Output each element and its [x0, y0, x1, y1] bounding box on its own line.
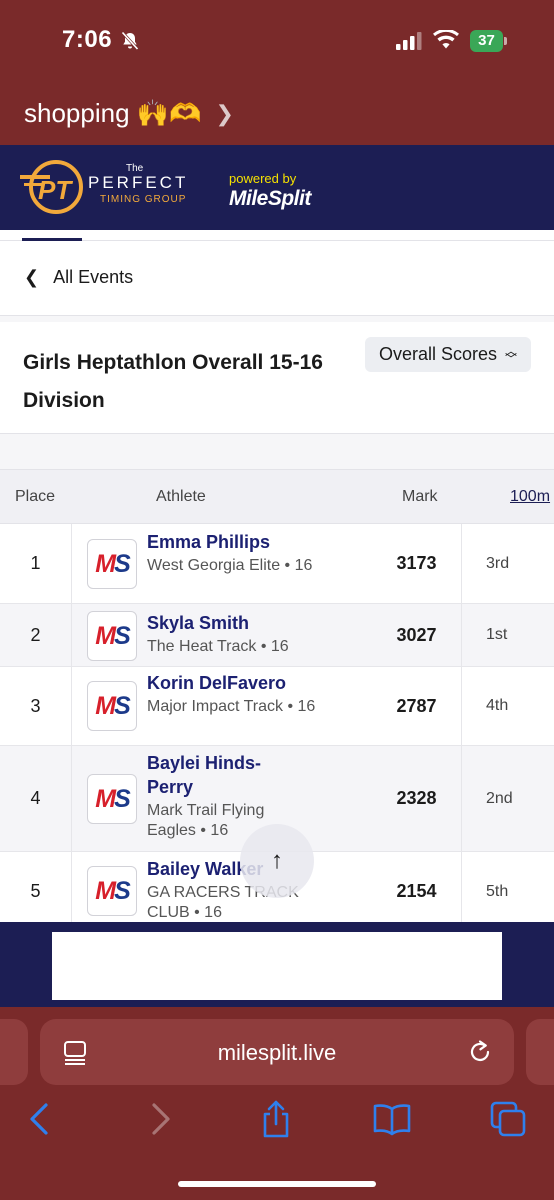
- powered-by-text: powered by: [229, 171, 297, 186]
- header-banner: PT The PERFECT TIMING GROUP powered by M…: [0, 145, 554, 230]
- logo-perfect-text: PERFECT: [88, 173, 189, 192]
- row-place: 4: [0, 746, 72, 851]
- header-mark: Mark: [402, 488, 438, 505]
- status-time: 7:06: [62, 26, 113, 53]
- row-place: 3: [0, 667, 72, 745]
- score-type-value: Overall Scores: [378, 344, 498, 364]
- back-to-app-label: shopping 🙌🫶: [24, 98, 202, 128]
- chevron-left-icon: ❮: [24, 267, 40, 287]
- svg-text:PT: PT: [38, 175, 73, 205]
- event-title: Girls Heptathlon Overall 15-16 Division: [23, 351, 323, 412]
- address-bar[interactable]: milesplit.live: [40, 1019, 514, 1085]
- up-down-chevron-icon: ︿ ﹀: [505, 343, 518, 366]
- all-events-link[interactable]: ❮ All Events: [24, 267, 133, 288]
- wifi-icon: [433, 30, 459, 49]
- perfect-timing-logo-icon: PT: [20, 160, 83, 214]
- active-tab-indicator: [22, 238, 82, 241]
- row-mark: 2154: [372, 852, 462, 922]
- athlete-team: The Heat Track • 16: [147, 638, 289, 655]
- back-arrow-icon[interactable]: [20, 1099, 60, 1139]
- logo-the-text: The: [126, 163, 144, 174]
- athlete-name-link[interactable]: Bailey Walker: [147, 859, 264, 879]
- forward-arrow-icon[interactable]: [140, 1099, 180, 1139]
- battery-level: 37: [470, 30, 503, 52]
- results-content: ❮ All Events Girls Heptathlon Overall 15…: [0, 230, 554, 922]
- next-tab-preview[interactable]: [526, 1019, 554, 1085]
- all-events-label: All Events: [53, 267, 134, 287]
- row-100m-place: 5th: [486, 882, 509, 900]
- page-menu-icon[interactable]: [62, 1039, 88, 1065]
- ad-slot[interactable]: [52, 932, 502, 1000]
- back-to-app-link[interactable]: shopping 🙌🫶 ❯: [24, 98, 234, 129]
- share-icon[interactable]: [256, 1099, 296, 1139]
- header-place: Place: [15, 488, 56, 505]
- row-place: 2: [0, 604, 72, 666]
- status-bar: 7:06 37: [0, 0, 554, 80]
- tabs-icon[interactable]: [488, 1099, 528, 1139]
- home-indicator[interactable]: [178, 1181, 376, 1187]
- footer-ad-band: [0, 922, 554, 1007]
- reload-icon[interactable]: [466, 1038, 494, 1066]
- athlete-name-link[interactable]: Korin DelFavero: [147, 673, 287, 693]
- row-mark: 2328: [372, 746, 462, 851]
- row-mark: 3027: [372, 604, 462, 666]
- athlete-name-link[interactable]: Emma Phillips: [147, 532, 271, 552]
- url-text: milesplit.live: [217, 1040, 337, 1065]
- row-place: 1: [0, 524, 72, 603]
- table-header: Place Athlete Mark 100m: [0, 469, 554, 524]
- athlete-team: Mark Trail Flying Eagles • 16: [147, 802, 265, 839]
- scroll-to-top-button[interactable]: ↑: [240, 824, 314, 898]
- score-type-select[interactable]: Overall Scores ︿ ﹀: [365, 337, 531, 372]
- header-athlete: Athlete: [156, 488, 206, 505]
- bell-muted-icon: [121, 31, 139, 51]
- chevron-right-icon: ❯: [215, 100, 234, 126]
- row-100m-place: 4th: [486, 697, 509, 714]
- row-100m-place: 3rd: [486, 554, 510, 572]
- navigation-card: ❮ All Events: [0, 241, 554, 316]
- athlete-name-link[interactable]: Baylei Hinds-Perry: [147, 753, 262, 797]
- battery-icon: 37: [470, 30, 508, 52]
- athlete-name-link[interactable]: Skyla Smith: [147, 613, 250, 633]
- athlete-team: Major Impact Track • 16: [147, 698, 316, 715]
- header-100m-link[interactable]: 100m: [510, 488, 551, 505]
- milesplit-logo-text: MileSplit: [229, 187, 311, 210]
- previous-tab-preview[interactable]: [0, 1019, 28, 1085]
- row-100m-place: 1st: [486, 626, 508, 643]
- bookmarks-icon[interactable]: [372, 1099, 412, 1139]
- cellular-signal-icon: [396, 32, 422, 50]
- tab-strip: [0, 230, 554, 241]
- row-mark: 2787: [372, 667, 462, 745]
- row-place: 5: [0, 852, 72, 922]
- athlete-team: West Georgia Elite • 16: [147, 557, 313, 574]
- logo-timing-text: TIMING GROUP: [100, 194, 187, 205]
- arrow-up-icon: ↑: [271, 847, 283, 874]
- row-mark: 3173: [372, 524, 462, 603]
- browser-toolbar: milesplit.live: [0, 1007, 554, 1200]
- event-title-card: Girls Heptathlon Overall 15-16 Division …: [0, 322, 554, 434]
- row-100m-place: 2nd: [486, 789, 513, 807]
